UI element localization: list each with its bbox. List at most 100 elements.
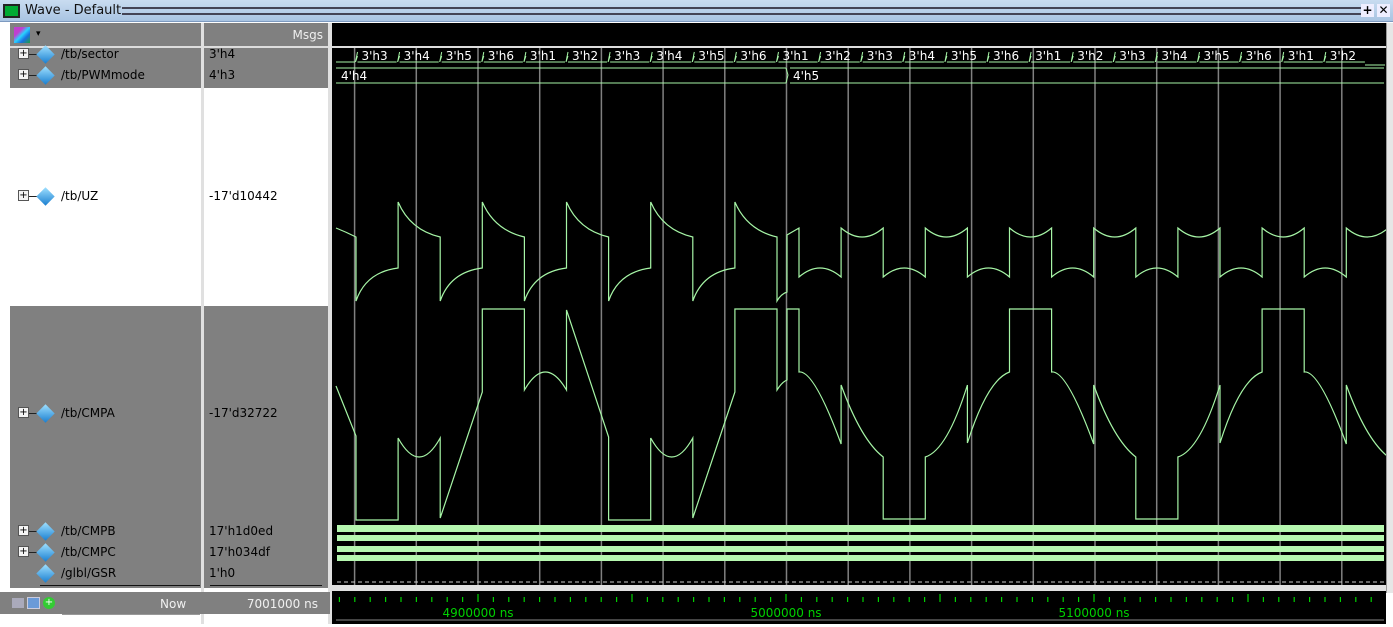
tree-connector [29, 552, 38, 553]
cmpc-bus [337, 555, 1384, 561]
signal-value-cell: 17'h1d0ed [204, 522, 328, 542]
signal-row[interactable]: + /tb/UZ [10, 88, 201, 306]
waveform-pane[interactable]: 3'h3 3'h4 3'h5 3'h6 3'h1 3'h2 3'h3 3'h4 3'h5 3'h6… [332, 23, 1389, 624]
signal-group-icon[interactable] [14, 27, 30, 43]
pane-divider[interactable] [201, 23, 204, 624]
signal-value: 4'h3 [209, 68, 236, 82]
pane-divider[interactable] [328, 23, 332, 624]
signal-row[interactable]: + /tb/sector [10, 45, 201, 64]
expand-icon[interactable]: + [18, 546, 29, 557]
waveform-canvas[interactable]: 3'h3 3'h4 3'h5 3'h6 3'h1 3'h2 3'h3 3'h4 3'h5 3'h6… [332, 23, 1389, 624]
sector-bus-segment [860, 51, 902, 63]
sector-value: 3'h6 [993, 49, 1019, 63]
title-bar: Wave - Default + ✕ [0, 0, 1393, 22]
tree-connector [29, 531, 38, 532]
signal-name: /tb/CMPC [61, 545, 116, 559]
sector-bus-segment [1281, 51, 1323, 63]
sector-bus-segment [776, 51, 818, 63]
sector-bus-segment [1239, 51, 1281, 63]
sector-bus-segment [1070, 51, 1113, 63]
expand-icon[interactable]: + [18, 525, 29, 536]
sector-value: 3'h2 [1077, 49, 1103, 63]
sector-bus-segment [523, 51, 565, 63]
sector-bus-segment [649, 51, 692, 63]
sector-value: 3'h1 [1288, 49, 1314, 63]
sector-bus-segment [1323, 51, 1365, 63]
expand-icon[interactable]: + [18, 407, 29, 418]
vertical-scrollbar[interactable] [1386, 23, 1393, 593]
sector-bus-segment [902, 51, 944, 63]
cursor-name-field[interactable] [62, 614, 200, 624]
sector-value: 3'h3 [614, 49, 640, 63]
cmpc-bus [337, 546, 1384, 552]
sector-value: 3'h1 [1035, 49, 1061, 63]
sector-bus-segment [691, 51, 734, 63]
signal-value: -17'd10442 [209, 189, 278, 203]
sector-value: 3'h2 [1330, 49, 1356, 63]
signal-value: 17'h034df [209, 545, 270, 559]
cmpa-waveform [335, 308, 1389, 521]
add-cursor-icon[interactable]: + [43, 597, 55, 609]
timeline-label: 4900000 ns [442, 606, 513, 620]
signal-diamond-icon [36, 543, 55, 562]
sector-bus-segment [1028, 51, 1071, 63]
sector-bus-segment [565, 51, 608, 63]
signal-name: /tb/sector [61, 47, 119, 61]
signal-name: /tb/CMPA [61, 406, 115, 420]
cursor-lock-icon[interactable] [27, 597, 40, 609]
sector-value: 3'h1 [783, 49, 809, 63]
signal-row[interactable]: + /tb/CMPB [10, 522, 201, 542]
sector-bus-segment [1197, 51, 1239, 63]
title-drag-grip[interactable] [122, 7, 1361, 15]
sector-bus-segment [944, 51, 986, 63]
tree-connector [29, 75, 38, 76]
signal-row[interactable]: /glbl/GSR [10, 564, 201, 584]
sector-bus-segment [607, 51, 650, 63]
sector-value: 3'h5 [446, 49, 472, 63]
sector-bus-segment [397, 51, 439, 63]
sector-bus-segment [733, 51, 776, 63]
signal-row[interactable]: + /tb/PWMmode [10, 64, 201, 86]
signal-value: 3'h4 [209, 47, 236, 61]
signal-row[interactable]: + /tb/CMPC [10, 543, 201, 563]
sector-value: 3'h4 [909, 49, 935, 63]
sector-value: 3'h4 [1161, 49, 1187, 63]
wave-window-icon [3, 4, 20, 18]
sector-value: 3'h3 [1119, 49, 1145, 63]
tree-connector [29, 54, 38, 55]
list-end-marker [210, 585, 322, 586]
signal-value-cell: 1'h0 [204, 564, 328, 584]
now-value-cell: 7001000 ns [204, 592, 328, 614]
now-label: Now [160, 597, 187, 611]
cursor-add-icon[interactable] [12, 598, 24, 608]
sector-value: 3'h5 [1204, 49, 1230, 63]
signal-row[interactable]: + /tb/CMPA [10, 308, 201, 521]
signal-diamond-icon [36, 187, 55, 206]
close-icon[interactable]: ✕ [1377, 3, 1390, 17]
signal-value-cell: 17'h034df [204, 543, 328, 563]
chevron-down-icon[interactable]: ▾ [36, 29, 41, 39]
tree-connector [29, 196, 38, 197]
signal-diamond-icon [36, 66, 55, 85]
sector-value: 3'h5 [698, 49, 724, 63]
signal-diamond-icon [36, 522, 55, 541]
sector-value: 3'h2 [825, 49, 851, 63]
timeline-label: 5000000 ns [750, 606, 821, 620]
value-column-header: Msgs [204, 23, 328, 48]
timeline-separator [332, 585, 1386, 591]
sector-value: 3'h6 [1246, 49, 1272, 63]
sector-bus-segment [1154, 51, 1197, 63]
signal-name: /tb/PWMmode [61, 68, 145, 82]
expand-icon[interactable]: + [18, 48, 29, 59]
expand-icon[interactable]: + [18, 69, 29, 80]
signal-value-pane: 3'h4 4'h3 -17'd10442 -17'd32722 17'h1d0ed 17'… [204, 47, 328, 588]
plus-icon[interactable]: + [1361, 3, 1374, 17]
expand-icon[interactable]: + [18, 190, 29, 201]
sector-value: 3'h6 [740, 49, 766, 63]
cmpb-bus [337, 525, 1384, 532]
signal-name-pane: +/tb/sector +/tb/PWMmode +/tb/UZ +/tb/CMPA +… [10, 45, 201, 588]
sector-bus-segment [481, 51, 523, 63]
window-title: Wave - Default [25, 3, 122, 18]
signal-name: /tb/CMPB [61, 524, 116, 538]
uz-waveform [335, 201, 1389, 304]
